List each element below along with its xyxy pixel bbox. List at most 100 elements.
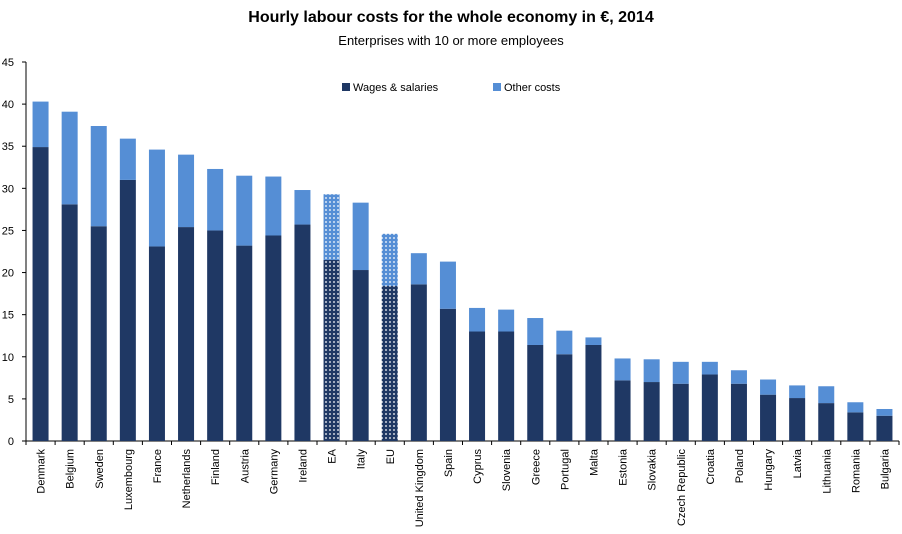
bar-other-costs [527, 318, 544, 345]
category-label: Denmark [36, 449, 48, 494]
category-label: Malta [588, 448, 600, 476]
bar-other-costs [236, 175, 253, 246]
bar-wages-salaries [701, 374, 718, 441]
bar-wages-salaries [32, 147, 49, 441]
bar-wages-salaries [469, 331, 486, 441]
bar-wages-salaries [760, 394, 777, 441]
legend-swatch [493, 83, 501, 91]
y-tick-label: 0 [8, 436, 14, 448]
legend-label: Other costs [504, 82, 561, 94]
y-tick-label: 10 [2, 352, 14, 364]
bar-wages-salaries [352, 270, 369, 441]
category-label: Poland [734, 449, 746, 483]
category-label: Portugal [559, 449, 571, 490]
bar-wages-salaries [789, 398, 806, 441]
bar-other-costs [207, 168, 224, 231]
y-tick-label: 20 [2, 268, 14, 280]
chart-title: Hourly labour costs for the whole econom… [248, 9, 654, 26]
bar-wages-salaries [614, 380, 631, 441]
bar-other-costs [643, 359, 660, 383]
bar-wages-salaries [847, 412, 864, 441]
bar-wages-salaries [672, 383, 689, 441]
bar-wages-salaries [527, 344, 544, 441]
bar-wages-salaries [61, 204, 78, 441]
category-label: France [152, 449, 164, 483]
bar-wages-salaries [410, 284, 427, 441]
bar-other-costs [876, 408, 893, 416]
bar-other-costs [148, 149, 165, 247]
bar-other-costs [323, 194, 340, 260]
bar-other-costs [90, 126, 107, 227]
category-label: Spain [443, 449, 455, 477]
bar-other-costs [760, 379, 777, 395]
bar-wages-salaries [556, 354, 573, 441]
y-tick-label: 5 [8, 394, 14, 406]
bar-wages-salaries [178, 227, 195, 441]
category-label: Hungary [763, 449, 775, 491]
bar-other-costs [556, 330, 573, 355]
bar-other-costs [818, 386, 835, 404]
y-tick-label: 15 [2, 310, 14, 322]
category-label: Latvia [792, 448, 804, 478]
bar-other-costs [614, 358, 631, 381]
bar-wages-salaries [148, 246, 165, 441]
bar-other-costs [585, 337, 602, 345]
bar-other-costs [701, 361, 718, 375]
bar-other-costs [32, 101, 49, 148]
bar-other-costs [61, 111, 78, 205]
bar-other-costs [672, 361, 689, 384]
bar-other-costs [439, 261, 456, 309]
category-label: Slovakia [647, 448, 659, 490]
bar-other-costs [119, 138, 136, 180]
bar-other-costs [789, 385, 806, 399]
bar-other-costs [498, 309, 515, 332]
category-label: Croatia [705, 448, 717, 484]
category-label: Estonia [618, 448, 630, 486]
bar-other-costs [730, 370, 747, 384]
y-tick-label: 30 [2, 183, 14, 195]
bar-other-costs [469, 307, 486, 332]
category-label: Cyprus [472, 449, 484, 484]
category-label: EU [385, 449, 397, 464]
bar-other-costs [352, 202, 369, 271]
bar-wages-salaries [119, 179, 136, 441]
category-label: Finland [210, 449, 222, 485]
bar-wages-salaries [643, 382, 660, 441]
bar-wages-salaries [498, 331, 515, 441]
category-label: United Kingdom [414, 449, 426, 527]
bar-wages-salaries [294, 224, 311, 441]
bar-wages-salaries [90, 226, 107, 441]
chart-subtitle: Enterprises with 10 or more employees [338, 33, 564, 48]
category-label: Lithuania [821, 448, 833, 494]
category-label: Netherlands [181, 449, 193, 509]
bar-wages-salaries [730, 383, 747, 441]
bar-wages-salaries [439, 308, 456, 441]
category-label: Italy [356, 449, 368, 470]
category-label: EA [327, 448, 339, 463]
bar-other-costs [178, 154, 195, 228]
bar-wages-salaries [236, 245, 253, 441]
category-label: Sweden [94, 449, 106, 489]
y-tick-label: 45 [2, 57, 14, 69]
y-tick-label: 40 [2, 99, 14, 111]
bar-other-costs [265, 176, 282, 236]
category-label: Belgium [65, 449, 77, 489]
bar-wages-salaries [323, 259, 340, 441]
category-label: Austria [239, 448, 251, 483]
category-label: Czech Republic [676, 449, 688, 527]
bar-other-costs [847, 402, 864, 413]
bar-wages-salaries [585, 344, 602, 441]
bar-wages-salaries [818, 403, 835, 441]
category-label: Bulgaria [879, 448, 891, 489]
category-label: Luxembourg [123, 449, 135, 510]
y-tick-label: 25 [2, 225, 14, 237]
category-label: Greece [530, 449, 542, 485]
bar-wages-salaries [207, 230, 224, 441]
bar-wages-salaries [876, 415, 893, 441]
y-tick-label: 35 [2, 141, 14, 153]
bar-other-costs [381, 233, 398, 287]
category-label: Romania [850, 448, 862, 493]
legend-label: Wages & salaries [353, 82, 439, 94]
